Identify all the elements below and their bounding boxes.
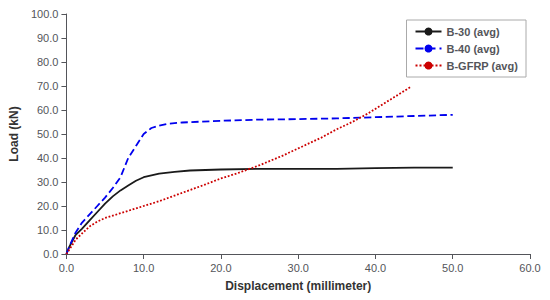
svg-text:60.0: 60.0	[37, 104, 58, 116]
svg-text:Displacement (millimeter): Displacement (millimeter)	[225, 279, 371, 293]
svg-text:30.0: 30.0	[37, 176, 58, 188]
svg-text:20.0: 20.0	[210, 262, 231, 274]
svg-text:0.0: 0.0	[43, 248, 58, 260]
svg-text:20.0: 20.0	[37, 200, 58, 212]
svg-text:Load (kN): Load (kN)	[7, 106, 21, 161]
svg-text:0.0: 0.0	[59, 262, 74, 274]
svg-text:10.0: 10.0	[37, 224, 58, 236]
svg-text:B-GFRP (avg): B-GFRP (avg)	[447, 60, 519, 72]
svg-text:90.0: 90.0	[37, 32, 58, 44]
svg-text:100.0: 100.0	[31, 8, 59, 20]
svg-text:B-30 (avg): B-30 (avg)	[447, 26, 501, 38]
svg-text:60.0: 60.0	[519, 262, 540, 274]
svg-text:80.0: 80.0	[37, 56, 58, 68]
svg-text:40.0: 40.0	[37, 152, 58, 164]
svg-text:10.0: 10.0	[133, 262, 154, 274]
svg-text:B-40 (avg): B-40 (avg)	[447, 43, 501, 55]
svg-text:70.0: 70.0	[37, 80, 58, 92]
svg-text:50.0: 50.0	[442, 262, 463, 274]
svg-text:40.0: 40.0	[365, 262, 386, 274]
svg-text:50.0: 50.0	[37, 128, 58, 140]
svg-text:30.0: 30.0	[288, 262, 309, 274]
